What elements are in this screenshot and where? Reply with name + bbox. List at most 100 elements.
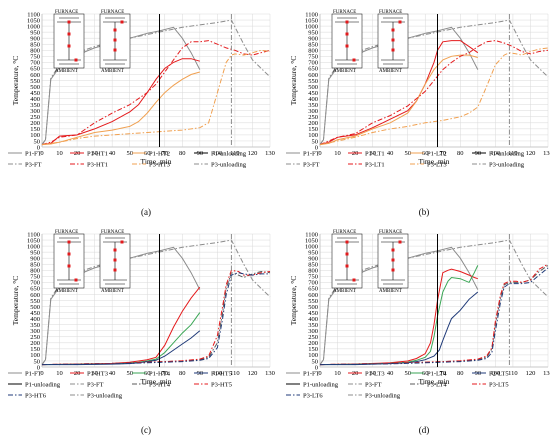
x-tick-label: 120: [248, 150, 258, 157]
thermocouple-marker: [391, 38, 395, 42]
x-tick-label: 30: [369, 150, 376, 157]
x-tick-label: 80: [457, 370, 464, 377]
thermocouple-marker: [67, 240, 71, 244]
y-tick-label: 650: [308, 286, 318, 293]
legend-label: P1-HT3: [87, 370, 108, 377]
inset-label-ambient: AMBIENT: [101, 69, 124, 74]
legend-label: P3-LT5: [489, 381, 509, 388]
thermocouple-marker: [391, 268, 395, 272]
x-tick-label: 60: [422, 370, 429, 377]
legend-label: P1-unloading: [25, 381, 61, 388]
x-tick-label: 100: [491, 370, 501, 377]
y-tick-label: 600: [30, 72, 40, 79]
x-tick-label: 120: [526, 150, 536, 157]
x-tick-label: 40: [387, 370, 394, 377]
y-tick-label: 400: [30, 96, 40, 103]
legend: P1-FT P1-LT3 P1-LT4 P2-LT5 P1-unloading P3-FT…: [286, 370, 509, 399]
series-line-p3-lt6: [319, 267, 549, 366]
series-line-p1-ht4: [41, 312, 201, 366]
inset-label-ambient: AMBIENT: [55, 69, 78, 74]
x-tick-label: 130: [265, 150, 275, 157]
y-tick-label: 750: [308, 54, 318, 61]
x-tick-label: 100: [213, 150, 223, 157]
legend-label: P3-HT5: [211, 381, 232, 388]
legend-label: P3-FT: [25, 161, 42, 168]
y-axis-title: Temperature, °C: [289, 276, 298, 326]
x-tick-label: 50: [404, 370, 411, 377]
thermocouple-marker: [345, 252, 349, 256]
y-tick-label: 700: [30, 60, 40, 67]
thermocouple-marker: [391, 248, 395, 252]
y-tick-label: 250: [30, 334, 40, 341]
y-tick-label: 1000: [27, 23, 40, 30]
y-tick-label: 550: [308, 78, 318, 85]
x-tick-label: 110: [230, 370, 240, 377]
thermocouple-marker: [74, 278, 78, 282]
y-tick-label: 950: [308, 249, 318, 256]
inset-label-furnace: FURNACE: [333, 230, 356, 235]
legend-label: P3-LT1: [365, 161, 385, 168]
y-tick-label: 1050: [305, 237, 318, 244]
x-tick-label: 30: [91, 150, 98, 157]
y-tick-label: 100: [30, 352, 40, 359]
series-line-p3-ht1: [41, 40, 271, 146]
thermocouple-marker: [352, 278, 356, 282]
thermocouple-marker: [113, 28, 117, 32]
gridlines: [41, 13, 271, 148]
y-tick-label: 1050: [305, 17, 318, 24]
y-tick-label: 150: [30, 126, 40, 133]
y-tick-label: 450: [30, 310, 40, 317]
y-tick-label: 800: [30, 48, 40, 55]
legend-label: P3-FT: [303, 161, 320, 168]
y-tick-label: 50: [34, 138, 41, 145]
cross-section-inset: FURNACE AMBIENT: [331, 230, 363, 294]
panel-label: (a): [141, 207, 151, 217]
x-tick-label: 110: [508, 370, 518, 377]
legend-label: P3-HT4: [149, 381, 171, 388]
x-tick-label: 10: [56, 370, 63, 377]
thermocouple-marker: [345, 264, 349, 268]
x-tick-label: 10: [56, 150, 63, 157]
inset-label-ambient: AMBIENT: [333, 289, 356, 294]
y-tick-label: 100: [30, 132, 40, 139]
y-tick-label: 150: [30, 346, 40, 353]
series-line-p3-lt1: [319, 40, 549, 146]
x-tick-label: 0: [40, 150, 43, 157]
x-tick-label: 70: [440, 150, 447, 157]
legend-label: P3-LT4: [427, 381, 447, 388]
y-tick-label: 500: [30, 304, 40, 311]
x-tick-label: 50: [126, 370, 133, 377]
inset-label-ambient: AMBIENT: [379, 69, 402, 74]
thermocouple-marker: [113, 268, 117, 272]
legend: P1-FT P1-HT3 P1-HT4 P1-HT5 P1-unloading P3-FT…: [8, 370, 232, 399]
x-tick-label: 40: [387, 150, 394, 157]
y-tick-label: 300: [30, 328, 40, 335]
inset-label-furnace: FURNACE: [379, 230, 402, 235]
cross-section-inset: FURNACE AMBIENT: [99, 10, 131, 74]
inset-label-furnace: FURNACE: [55, 10, 78, 15]
y-tick-label: 700: [30, 280, 40, 287]
legend-label: P1-HT4: [149, 370, 171, 377]
x-tick-label: 60: [144, 370, 151, 377]
cross-section-inset: FURNACE AMBIENT: [377, 230, 409, 294]
y-tick-label: 400: [308, 316, 318, 323]
x-tick-label: 50: [404, 150, 411, 157]
y-tick-label: 250: [308, 334, 318, 341]
legend-label: P3-LT3: [427, 161, 447, 168]
y-tick-label: 1100: [305, 11, 318, 18]
thermocouple-marker: [113, 258, 117, 262]
y-tick-label: 350: [308, 102, 318, 109]
x-tick-label: 70: [162, 370, 169, 377]
y-tick-label: 450: [30, 90, 40, 97]
panel-d: 0501001502002503003504004505005506006507…: [286, 230, 550, 435]
series-line-p3-lt5: [319, 263, 549, 366]
y-tick-label: 750: [30, 274, 40, 281]
thermocouple-marker: [67, 32, 71, 36]
legend-label: P1-FT: [303, 150, 320, 157]
y-tick-label: 300: [30, 108, 40, 115]
legend: P1-FT P1-LT1 P1-LT2 P1-unloading P3-FT P3-LT1…: [286, 150, 525, 168]
inset-label-furnace: FURNACE: [333, 10, 356, 15]
thermocouple-marker: [352, 58, 356, 62]
legend-label: P3-unloading: [87, 392, 123, 399]
legend-label: P1-FT: [25, 150, 42, 157]
